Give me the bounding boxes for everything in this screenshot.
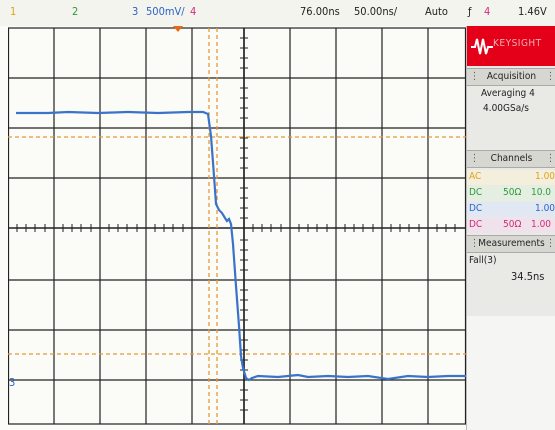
channel-coupling: DC xyxy=(469,187,483,198)
channel-impedance: 50Ω xyxy=(503,187,522,198)
acquisition-mode: Averaging 4 xyxy=(481,88,535,99)
drag-handle-icon[interactable]: ⋮ xyxy=(470,238,479,249)
channels-header[interactable]: ⋮ Channels ⋮ xyxy=(467,150,555,168)
menu-icon[interactable]: ⋮ xyxy=(546,71,555,82)
trigger-mode[interactable]: Auto xyxy=(425,5,448,18)
waveform-display[interactable]: 3 xyxy=(8,26,466,426)
side-panel: KEYSIGHT ⋮ Acquisition ⋮ Averaging 4 4.0… xyxy=(466,26,555,430)
channel-row-2[interactable]: DC 50Ω 10.0 xyxy=(467,186,555,201)
trigger-edge-icon: ƒ xyxy=(468,5,472,18)
trigger-marker-icon[interactable] xyxy=(173,26,183,32)
trigger-delay-readout[interactable]: 76.00ns xyxy=(300,5,340,18)
panel-empty-area xyxy=(467,316,555,430)
trigger-source[interactable]: 4 xyxy=(484,5,491,18)
measurements-header[interactable]: ⋮ Measurements ⋮ xyxy=(467,235,555,253)
trigger-level[interactable]: 1.46V xyxy=(518,5,547,18)
channel-row-3[interactable]: DC 1.00 xyxy=(467,202,555,217)
brand-logo: KEYSIGHT xyxy=(467,26,555,66)
keysight-wave-icon xyxy=(471,38,493,55)
channel-2-label[interactable]: 2 xyxy=(72,5,79,18)
channel-coupling: AC xyxy=(469,171,482,182)
measurement-name[interactable]: Fall(3) xyxy=(469,255,497,266)
channel-scale: 1.00 xyxy=(531,219,552,230)
channel-impedance: 50Ω xyxy=(503,219,522,230)
channel-3-trace xyxy=(16,110,466,382)
menu-icon[interactable]: ⋮ xyxy=(546,238,555,249)
acquisition-header[interactable]: ⋮ Acquisition ⋮ xyxy=(467,68,555,86)
center-axis-ticks xyxy=(16,37,456,411)
channel-row-1[interactable]: AC 1.00 xyxy=(467,170,555,185)
channel-scale: 10.0 xyxy=(531,187,552,198)
graticule-grid xyxy=(8,27,466,425)
channel-row-4[interactable]: DC 50Ω 1.00 xyxy=(467,218,555,233)
channel-coupling: DC xyxy=(469,219,483,230)
cursor-lines[interactable] xyxy=(8,28,466,424)
channel-1-label[interactable]: 1 xyxy=(10,5,17,18)
channel-3-label[interactable]: 3 xyxy=(132,5,139,18)
ground-marker[interactable]: 3 xyxy=(9,376,15,389)
logo-text: KEYSIGHT xyxy=(493,38,542,49)
channel-coupling: DC xyxy=(469,203,483,214)
status-bar: 1 2 3 500mV/ 4 76.00ns 50.00ns/ Auto ƒ 4… xyxy=(0,0,555,26)
sample-rate: 4.00GSa/s xyxy=(483,103,529,114)
menu-icon[interactable]: ⋮ xyxy=(546,153,555,164)
drag-handle-icon[interactable]: ⋮ xyxy=(470,153,479,164)
drag-handle-icon[interactable]: ⋮ xyxy=(470,71,479,82)
measurement-value: 34.5ns xyxy=(511,270,545,283)
channel-scale: 1.00 xyxy=(535,203,555,214)
channel-3-scale[interactable]: 500mV/ xyxy=(146,5,185,18)
channel-scale: 1.00 xyxy=(535,171,555,182)
timebase-readout[interactable]: 50.00ns/ xyxy=(354,5,398,18)
channel-4-label[interactable]: 4 xyxy=(190,5,197,18)
